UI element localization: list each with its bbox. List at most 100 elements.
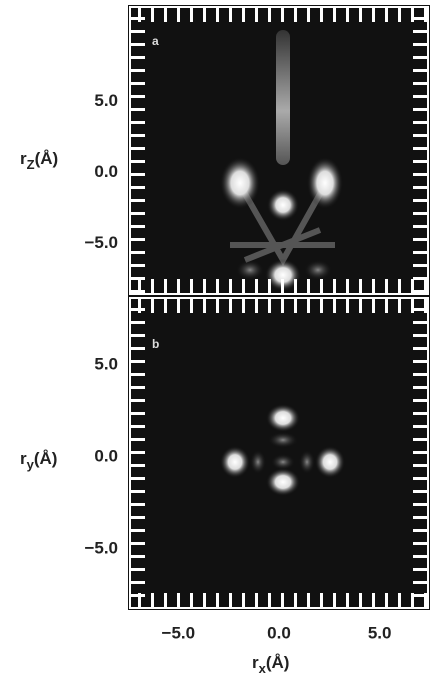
comb (413, 199, 427, 202)
comb (413, 347, 427, 350)
comb (385, 593, 388, 607)
comb (131, 464, 145, 467)
comb (177, 8, 180, 22)
comb (413, 568, 427, 571)
comb (294, 279, 297, 293)
comb (333, 593, 336, 607)
comb (131, 425, 145, 428)
comb (131, 82, 145, 85)
comb (131, 594, 145, 597)
comb (151, 593, 154, 607)
comb (131, 516, 145, 519)
comb (413, 225, 427, 228)
comb (398, 8, 401, 22)
comb (413, 425, 427, 428)
comb (242, 8, 245, 22)
comb (359, 279, 362, 293)
comb (131, 160, 145, 163)
comb (151, 299, 154, 313)
comb (131, 568, 145, 571)
comb (131, 347, 145, 350)
comb (131, 212, 145, 215)
comb (372, 8, 375, 22)
comb (413, 290, 427, 293)
comb (131, 69, 145, 72)
comb (413, 490, 427, 493)
comb (385, 8, 388, 22)
comb (281, 279, 284, 293)
comb (177, 593, 180, 607)
density (266, 468, 300, 496)
comb (413, 56, 427, 59)
panel-b-image (128, 296, 430, 610)
comb (413, 82, 427, 85)
comb (190, 279, 193, 293)
comb (413, 555, 427, 558)
comb (413, 160, 427, 163)
comb (346, 593, 349, 607)
comb (131, 134, 145, 137)
comb (413, 399, 427, 402)
comb (307, 8, 310, 22)
comb (131, 108, 145, 111)
comb (413, 17, 427, 20)
comb (216, 8, 219, 22)
density (267, 189, 299, 221)
y-tick-label: 5.0 (94, 91, 118, 110)
comb (385, 299, 388, 313)
comb (131, 321, 145, 324)
comb (413, 360, 427, 363)
comb (413, 69, 427, 72)
comb (203, 299, 206, 313)
x-axis-label: rx(Å) (252, 653, 289, 676)
comb (164, 593, 167, 607)
comb (372, 299, 375, 313)
comb (229, 299, 232, 313)
comb (320, 593, 323, 607)
comb (131, 542, 145, 545)
comb (413, 121, 427, 124)
comb (131, 555, 145, 558)
density (220, 446, 250, 478)
comb (281, 8, 284, 22)
comb (413, 529, 427, 532)
comb (131, 147, 145, 150)
comb (131, 43, 145, 46)
comb (131, 360, 145, 363)
comb (190, 299, 193, 313)
comb (131, 121, 145, 124)
density (268, 432, 298, 448)
comb (268, 279, 271, 293)
y-tick-label: 0.0 (94, 162, 118, 181)
comb (372, 593, 375, 607)
comb (413, 334, 427, 337)
comb (131, 529, 145, 532)
y-tick-label: −5.0 (84, 233, 118, 252)
comb (229, 593, 232, 607)
x-tick-label: 0.0 (267, 623, 291, 642)
comb (268, 299, 271, 313)
panel-label: a (152, 34, 159, 48)
comb (242, 299, 245, 313)
density (307, 157, 343, 209)
comb (281, 593, 284, 607)
comb (131, 490, 145, 493)
comb (190, 593, 193, 607)
density (299, 450, 315, 474)
comb (413, 134, 427, 137)
comb (131, 386, 145, 389)
comb (131, 503, 145, 506)
panels (128, 5, 430, 610)
comb (131, 238, 145, 241)
comb (131, 199, 145, 202)
comb (413, 264, 427, 267)
comb (131, 399, 145, 402)
comb (203, 8, 206, 22)
comb (177, 279, 180, 293)
comb (413, 438, 427, 441)
comb (131, 173, 145, 176)
comb (333, 8, 336, 22)
comb (131, 477, 145, 480)
y-tick-label: −5.0 (84, 539, 118, 558)
comb (203, 279, 206, 293)
